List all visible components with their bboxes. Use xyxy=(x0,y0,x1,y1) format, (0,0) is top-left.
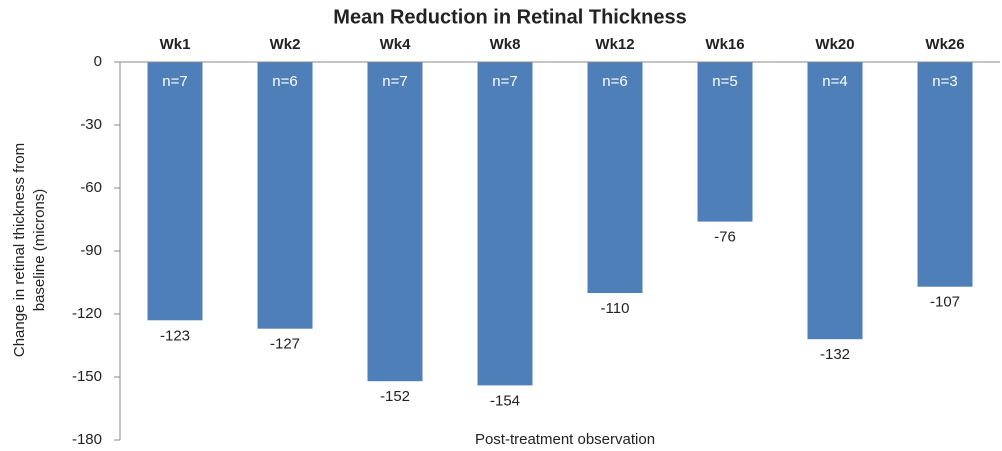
y-tick-label: -60 xyxy=(80,179,102,196)
y-tick-label: -30 xyxy=(80,116,102,133)
bar xyxy=(367,62,423,382)
bar xyxy=(477,62,533,386)
x-axis-title: Post-treatment observation xyxy=(475,431,655,448)
x-tick-label: Wk26 xyxy=(925,36,964,53)
bar xyxy=(147,62,203,321)
data-label: -152 xyxy=(380,388,410,405)
bar xyxy=(587,62,643,293)
data-label: -132 xyxy=(820,346,850,363)
y-axis-title: Change in retinal thickness from xyxy=(11,143,28,357)
bar-annotation: n=4 xyxy=(822,73,847,90)
bar-annotation: n=7 xyxy=(382,73,407,90)
y-tick-label: -90 xyxy=(80,242,102,259)
x-tick-label: Wk12 xyxy=(595,36,634,53)
bar xyxy=(697,62,753,222)
x-tick-label: Wk8 xyxy=(490,36,521,53)
y-tick-label: -150 xyxy=(72,368,102,385)
chart-title: Mean Reduction in Retinal Thickness xyxy=(333,6,686,28)
data-label: -107 xyxy=(930,294,960,311)
y-tick-label: -120 xyxy=(72,305,102,322)
data-label: -110 xyxy=(601,300,630,317)
bar-annotation: n=5 xyxy=(712,73,737,90)
y-tick-label: 0 xyxy=(94,53,102,70)
x-tick-label: Wk1 xyxy=(160,36,191,53)
x-tick-label: Wk20 xyxy=(815,36,854,53)
bar-annotation: n=6 xyxy=(602,73,627,90)
bar-annotation: n=7 xyxy=(492,73,517,90)
bar xyxy=(807,62,863,340)
y-tick-label: -180 xyxy=(72,431,102,448)
bar xyxy=(257,62,313,329)
bar-annotation: n=7 xyxy=(162,73,187,90)
data-label: -127 xyxy=(270,336,300,353)
x-tick-label: Wk16 xyxy=(705,36,744,53)
x-tick-label: Wk4 xyxy=(380,36,412,53)
y-axis-title: baseline (microns) xyxy=(31,189,48,312)
x-tick-label: Wk2 xyxy=(270,36,301,53)
bar-annotation: n=6 xyxy=(272,73,297,90)
data-label: -154 xyxy=(490,392,520,409)
bar-annotation: n=3 xyxy=(932,73,957,90)
bar xyxy=(917,62,973,287)
data-label: -123 xyxy=(160,327,190,344)
data-label: -76 xyxy=(714,229,736,246)
